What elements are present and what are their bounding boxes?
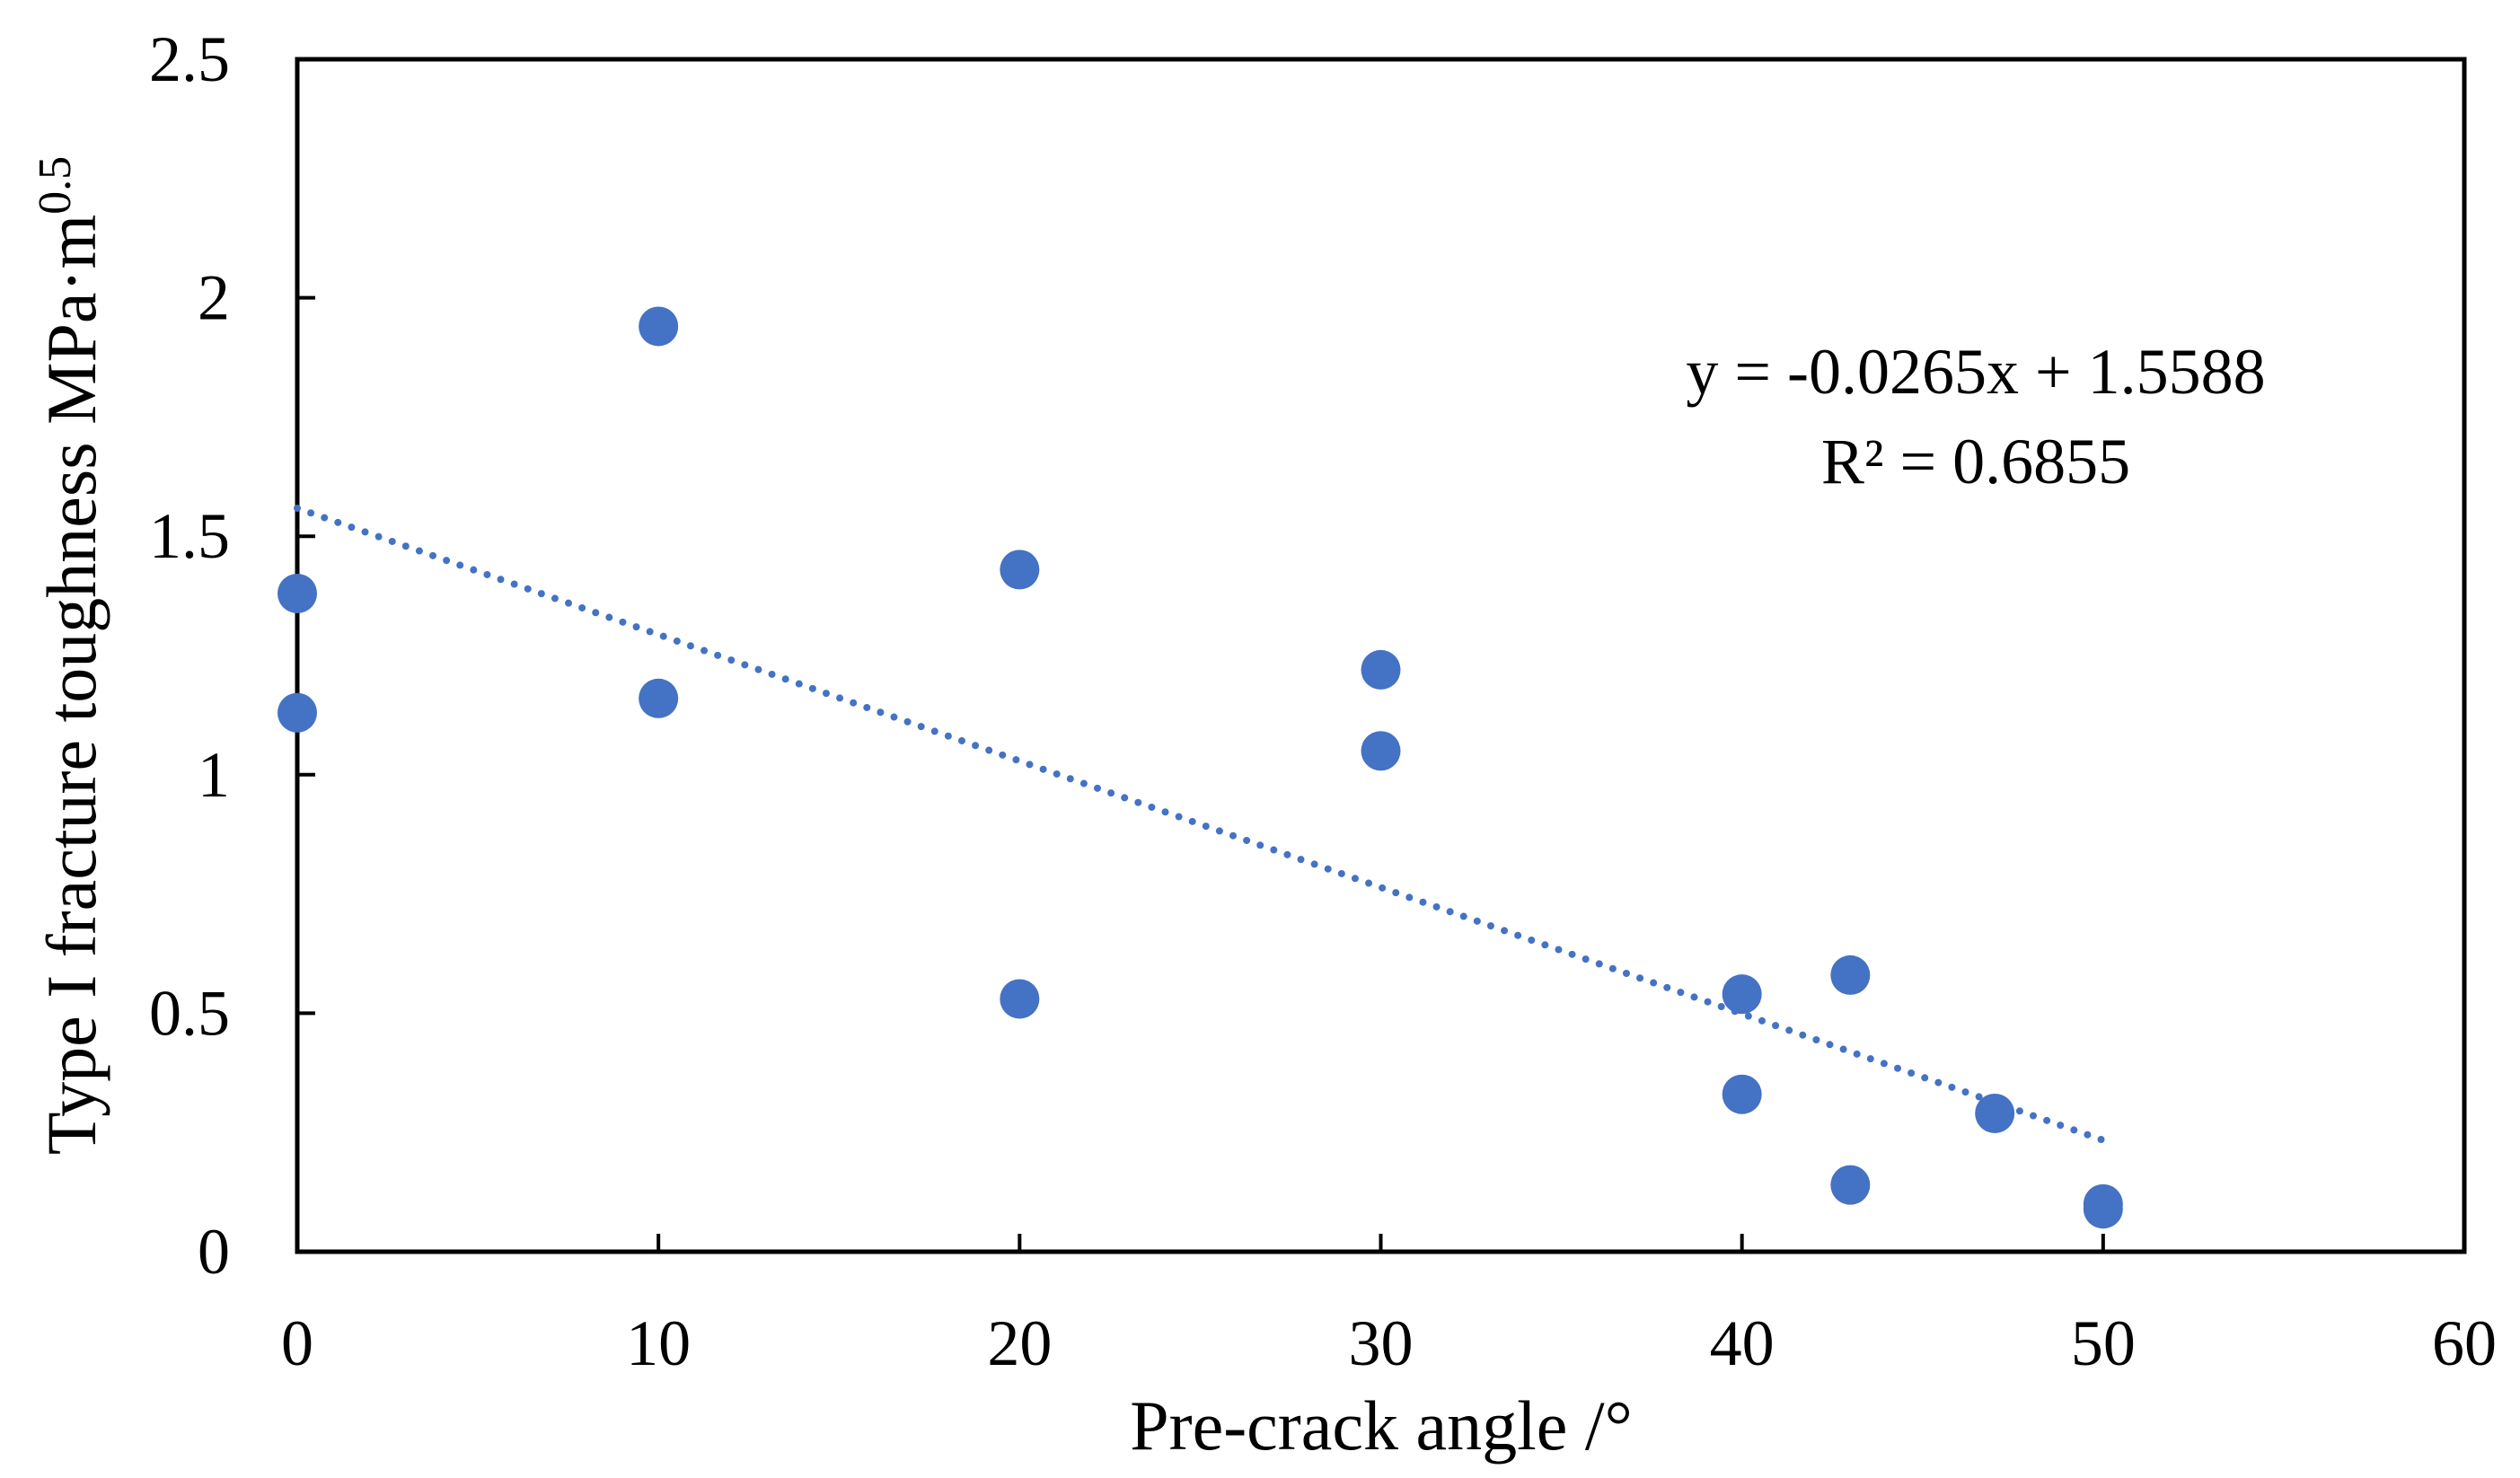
data-point [1975,1093,2015,1133]
data-point [1361,649,1401,690]
y-axis-ticks: 0 0.5 1 1.5 2 2.5 [149,23,315,1288]
y-axis-title: Type I fracture toughness MPa·m0.5 [30,156,111,1155]
data-point [639,306,679,347]
y-axis-title-exponent: 0.5 [30,156,81,215]
x-axis-title: Pre-crack angle /° [1130,1386,1633,1465]
data-point [278,573,317,613]
x-tick-label: 10 [626,1307,691,1379]
trendline-group [294,504,2107,1144]
data-point [1000,550,1040,590]
data-point [639,678,679,718]
data-point [2083,1189,2123,1229]
x-tick-label: 30 [1349,1307,1414,1379]
data-point [1830,1165,1871,1205]
data-points [278,306,2123,1229]
data-point [1722,974,1762,1015]
x-tick-label: 50 [2071,1307,2136,1379]
x-tick-label: 40 [1710,1307,1775,1379]
data-point [1722,1074,1762,1114]
data-point [278,692,317,733]
x-tick-label: 0 [281,1307,313,1379]
data-point [1830,955,1871,995]
x-axis-ticks: 0 10 20 30 40 50 60 [281,1234,2497,1379]
trendline-equation: y = -0.0265x + 1.5588 [1686,336,2265,408]
data-point [1361,731,1401,771]
y-axis-title-main: Type I fracture toughness MPa·m [32,215,110,1155]
y-tick-label: 1 [198,739,230,811]
r-squared-label: R² = 0.6855 [1821,426,2130,497]
y-tick-label: 2.5 [149,23,230,95]
x-tick-label: 20 [987,1307,1052,1379]
y-tick-label: 2 [198,262,230,334]
x-tick-label: 60 [2432,1307,2497,1379]
y-tick-label: 1.5 [149,500,230,572]
y-tick-label: 0 [198,1216,230,1288]
data-point [1000,979,1040,1019]
y-tick-label: 0.5 [149,977,230,1049]
trendline [294,504,2107,1144]
